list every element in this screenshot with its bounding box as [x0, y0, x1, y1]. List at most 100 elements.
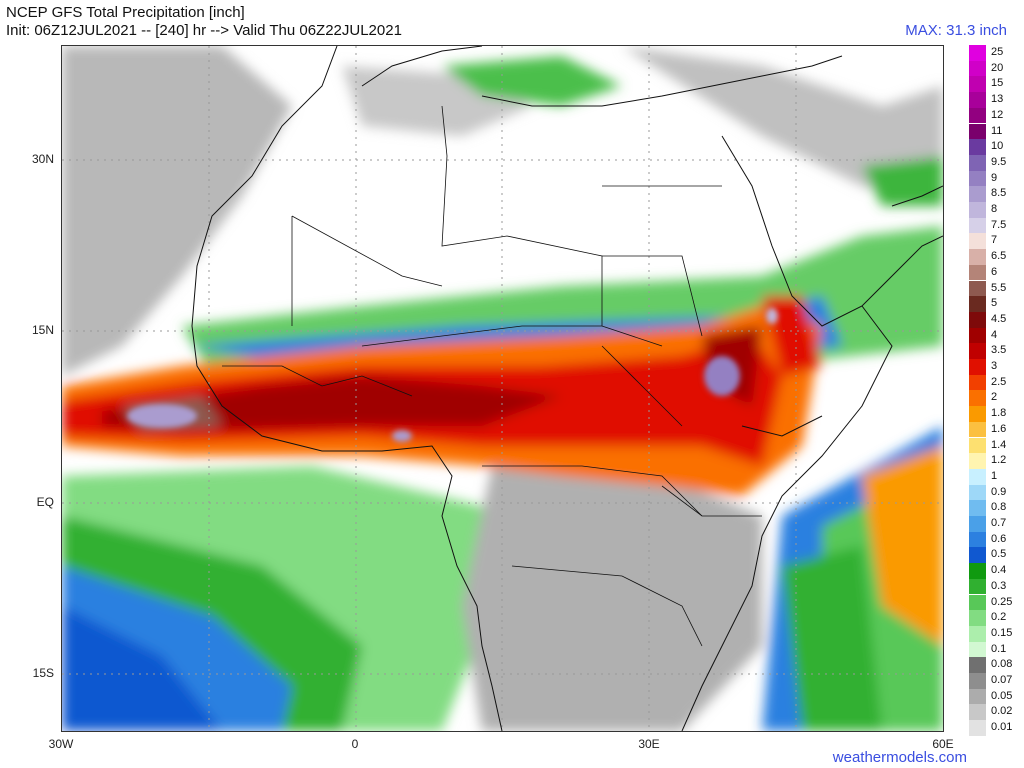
legend-label: 0.1: [991, 642, 1007, 655]
country-borders: [222, 105, 762, 647]
legend-label: 13: [991, 93, 1004, 106]
legend-swatch: [969, 563, 986, 579]
legend-swatch: [969, 202, 986, 218]
legend-swatch: [969, 217, 986, 234]
legend-label: 0.25: [991, 595, 1013, 608]
legend-swatch: [969, 578, 986, 595]
legend-swatch: [969, 154, 986, 171]
legend-label: 0.4: [991, 564, 1007, 577]
legend-label: 2.5: [991, 375, 1007, 388]
legend-swatch: [969, 406, 986, 422]
lat-label-15n: 15N: [31, 323, 54, 337]
legend-swatch: [969, 547, 986, 564]
legend-swatch: [969, 92, 986, 108]
legend-swatch: [969, 657, 986, 673]
legend-label: 0.15: [991, 626, 1013, 639]
legend-swatch: [969, 484, 986, 501]
precip-field: [62, 46, 943, 731]
legend-label: 9: [991, 171, 998, 184]
legend-label: 20: [991, 61, 1004, 74]
legend-swatch: [969, 76, 986, 93]
legend-label: 0.07: [991, 674, 1013, 686]
map-canvas: [62, 45, 944, 732]
legend-swatch: [969, 500, 986, 516]
legend-swatch: [969, 531, 986, 548]
max-precip-label: MAX: 31.3 inch: [905, 22, 1007, 39]
lat-label-eq: EQ: [36, 495, 54, 509]
legend-swatch: [969, 139, 986, 155]
legend-label: 4.5: [991, 312, 1007, 325]
legend-label: 0.01: [991, 721, 1013, 734]
precip-cores: [127, 308, 778, 442]
legend-label: 0.5: [991, 548, 1007, 561]
legend-swatch: [969, 60, 986, 77]
legend-label: 1.8: [991, 407, 1007, 420]
legend-swatch: [969, 468, 986, 485]
lon-label-30w: 30W: [48, 737, 74, 751]
legend-label: 5: [991, 297, 998, 310]
source-credit[interactable]: weathermodels.com: [832, 749, 967, 766]
legend-label: 0.2: [991, 611, 1007, 624]
lat-label-30n: 30N: [31, 152, 54, 166]
legend-swatch: [969, 280, 986, 297]
legend-label: 6: [991, 265, 998, 278]
legend-swatch: [969, 296, 986, 312]
legend-label: 2: [991, 391, 998, 404]
legend-label: 0.3: [991, 579, 1007, 592]
lon-label-60e: 60E: [932, 737, 954, 751]
lat-label-15s: 15S: [32, 666, 54, 680]
legend-swatch: [969, 641, 986, 658]
legend-swatch: [969, 233, 986, 250]
legend-swatch: [969, 421, 986, 438]
legend-label: 1.4: [991, 438, 1007, 451]
legend-swatch: [969, 437, 986, 454]
legend-swatch: [969, 673, 986, 689]
legend-label: 11: [991, 124, 1003, 137]
legend-swatch: [969, 516, 986, 532]
legend-label: 1: [991, 469, 998, 482]
precipitation-map[interactable]: [61, 45, 944, 732]
legend-swatch: [969, 45, 986, 61]
legend-label: 9.5: [991, 155, 1007, 168]
legend-swatch: [969, 625, 986, 642]
legend-swatch: [969, 453, 986, 469]
legend-swatch: [969, 186, 986, 202]
legend-swatch: [969, 720, 986, 736]
legend-swatch: [969, 249, 986, 265]
legend-label: 7.5: [991, 218, 1007, 231]
legend-label: 0.02: [991, 705, 1013, 718]
legend-label: 1.2: [991, 454, 1007, 467]
legend-label: 0.08: [991, 658, 1013, 671]
legend-label: 15: [991, 77, 1004, 90]
legend-label: 0.8: [991, 501, 1007, 514]
legend-label: 0.7: [991, 517, 1007, 529]
legend-swatch: [969, 610, 986, 626]
legend-label: 4: [991, 328, 998, 341]
legend-label: 1.6: [991, 422, 1007, 435]
legend-swatch: [969, 327, 986, 344]
lon-label-0: 0: [351, 737, 359, 751]
legend-label: 3.5: [991, 344, 1007, 357]
legend-label: 7: [991, 234, 998, 247]
legend-swatch: [969, 359, 986, 375]
legend-label: 10: [991, 140, 1004, 153]
title-line-1: NCEP GFS Total Precipitation [inch]: [6, 4, 245, 21]
legend-swatch: [969, 594, 986, 611]
title-line-2: Init: 06Z12JUL2021 -- [240] hr --> Valid…: [6, 22, 402, 39]
coastlines: [191, 45, 944, 732]
legend-swatch: [969, 264, 986, 281]
legend-label: 8: [991, 203, 998, 215]
legend-swatch: [969, 170, 986, 187]
legend-swatch: [969, 704, 986, 721]
legend-label: 0.05: [991, 689, 1013, 702]
legend-label: 8.5: [991, 187, 1007, 200]
legend-swatch: [969, 123, 986, 140]
legend-label: 3: [991, 360, 998, 372]
lon-label-30e: 30E: [638, 737, 660, 751]
legend-swatch: [969, 390, 986, 407]
legend-label: 12: [991, 108, 1004, 121]
legend-label: 6.5: [991, 250, 1007, 263]
legend-label: 0.9: [991, 485, 1007, 498]
legend-swatch: [969, 343, 986, 359]
legend-label: 0.6: [991, 532, 1007, 545]
